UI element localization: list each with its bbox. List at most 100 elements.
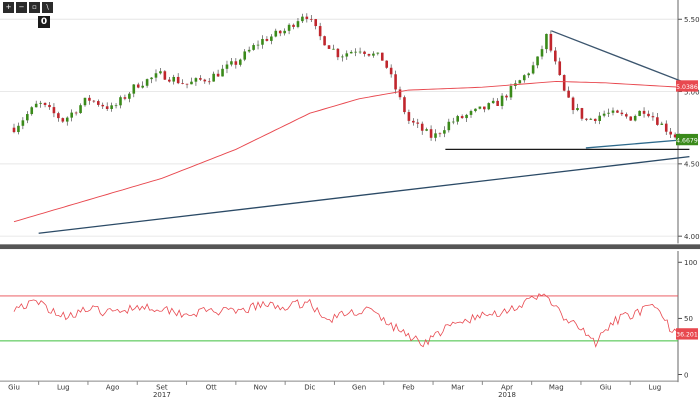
price-y-tick-label: 5.00 xyxy=(684,89,700,97)
candle-body xyxy=(593,118,597,121)
candle-body xyxy=(505,95,508,98)
price-y-tick-label: 4.00 xyxy=(684,233,700,241)
candle-body xyxy=(327,45,331,49)
price-badge-label: 5.0386 xyxy=(676,84,698,91)
candle-body xyxy=(589,118,593,120)
candle-body xyxy=(554,50,557,62)
candle-body xyxy=(203,79,207,82)
candle-body xyxy=(26,114,29,121)
x-tick-label: Mag xyxy=(549,384,564,392)
price-badge xyxy=(676,133,698,146)
moving-average-line xyxy=(13,80,680,223)
osc-y-tick-label: 0 xyxy=(684,372,688,380)
candle-body xyxy=(34,103,38,108)
candle-body xyxy=(380,52,384,61)
candle-body xyxy=(425,129,428,131)
price-plot-area xyxy=(0,0,678,243)
candle-body xyxy=(598,115,601,121)
price-y-tick-label: 5.50 xyxy=(684,16,700,24)
candle-body xyxy=(443,130,446,134)
candle-body xyxy=(234,61,238,65)
candle-body xyxy=(12,127,16,133)
candle-body xyxy=(176,76,180,84)
candle-body xyxy=(17,125,20,133)
candle-body xyxy=(283,30,286,34)
zoom-in-icon[interactable]: + xyxy=(3,2,14,13)
candle-body xyxy=(274,30,278,37)
candle-body xyxy=(30,107,34,115)
candle-body xyxy=(216,73,220,77)
x-tick-label: Feb xyxy=(402,384,414,392)
draw-icon[interactable]: \ xyxy=(42,2,53,13)
candle-body xyxy=(332,48,335,50)
candle-body xyxy=(491,100,495,104)
candle-body xyxy=(97,101,100,105)
x-tick-label: Giu xyxy=(600,384,612,392)
candle-body xyxy=(629,116,633,121)
candle-body xyxy=(287,24,291,31)
price-badge-label: 4.6679 xyxy=(676,138,698,145)
zoom-level-badge[interactable]: 0 xyxy=(38,16,50,28)
candle-body xyxy=(483,106,486,110)
candle-body xyxy=(407,112,411,121)
candle-body xyxy=(403,97,406,113)
trendline-descending-resistance xyxy=(551,30,690,85)
candle-body xyxy=(70,112,73,118)
reset-icon[interactable]: ▫ xyxy=(29,2,40,13)
candle-body xyxy=(110,105,113,109)
chart-toolbar: + − ▫ \ xyxy=(3,2,53,14)
candle-body xyxy=(261,38,264,45)
osc-badge xyxy=(676,328,698,340)
candle-body xyxy=(412,120,415,123)
candle-body xyxy=(154,73,158,78)
candle-body xyxy=(79,105,82,114)
x-tick-label: Lug xyxy=(649,384,662,392)
candle-body xyxy=(536,56,539,66)
candle-body xyxy=(230,61,233,65)
candle-body xyxy=(398,89,402,98)
candle-body xyxy=(509,86,513,98)
candle-body xyxy=(296,21,300,27)
oscillator-panel: 100 50 0 36.201 xyxy=(0,250,698,383)
candle-body xyxy=(487,103,491,110)
candle-body xyxy=(136,84,140,88)
trendline-long-term-support xyxy=(38,155,690,234)
candle-body xyxy=(465,114,468,119)
candle-body xyxy=(132,84,136,94)
price-badge xyxy=(676,80,698,92)
candle-body xyxy=(83,97,87,106)
candle-body xyxy=(540,49,544,57)
candle-body xyxy=(438,133,442,135)
candle-body xyxy=(212,73,215,82)
candle-body xyxy=(447,121,451,131)
candle-body xyxy=(181,83,184,84)
panel-separator xyxy=(0,244,700,250)
candle-body xyxy=(225,64,229,69)
candle-body xyxy=(656,117,659,125)
candle-body xyxy=(88,97,91,101)
candle-body xyxy=(420,123,424,131)
candle-body xyxy=(92,100,96,102)
zoom-out-icon[interactable]: − xyxy=(16,2,27,13)
candle-body xyxy=(247,49,251,52)
candle-body xyxy=(451,121,455,123)
candle-body xyxy=(185,83,189,85)
candle-body xyxy=(128,93,131,99)
candle-body xyxy=(252,45,255,50)
candle-body xyxy=(664,123,668,132)
x-tick-label: Gen xyxy=(352,384,366,392)
candle-body xyxy=(119,97,122,106)
candle-body xyxy=(434,133,437,138)
candle-body xyxy=(243,51,247,60)
x-tick-label: Ott xyxy=(206,384,217,392)
candle-body xyxy=(660,123,664,125)
candle-body xyxy=(345,53,349,57)
candle-body xyxy=(549,33,553,51)
candle-body xyxy=(394,74,397,90)
candle-body xyxy=(642,110,646,114)
candle-body xyxy=(474,108,477,112)
candle-body xyxy=(616,110,619,113)
price-panel: 4.00 4.50 5.00 5.50 5.0386 4.6679 xyxy=(0,0,700,250)
candle-body xyxy=(602,113,606,116)
candle-body xyxy=(105,106,109,109)
